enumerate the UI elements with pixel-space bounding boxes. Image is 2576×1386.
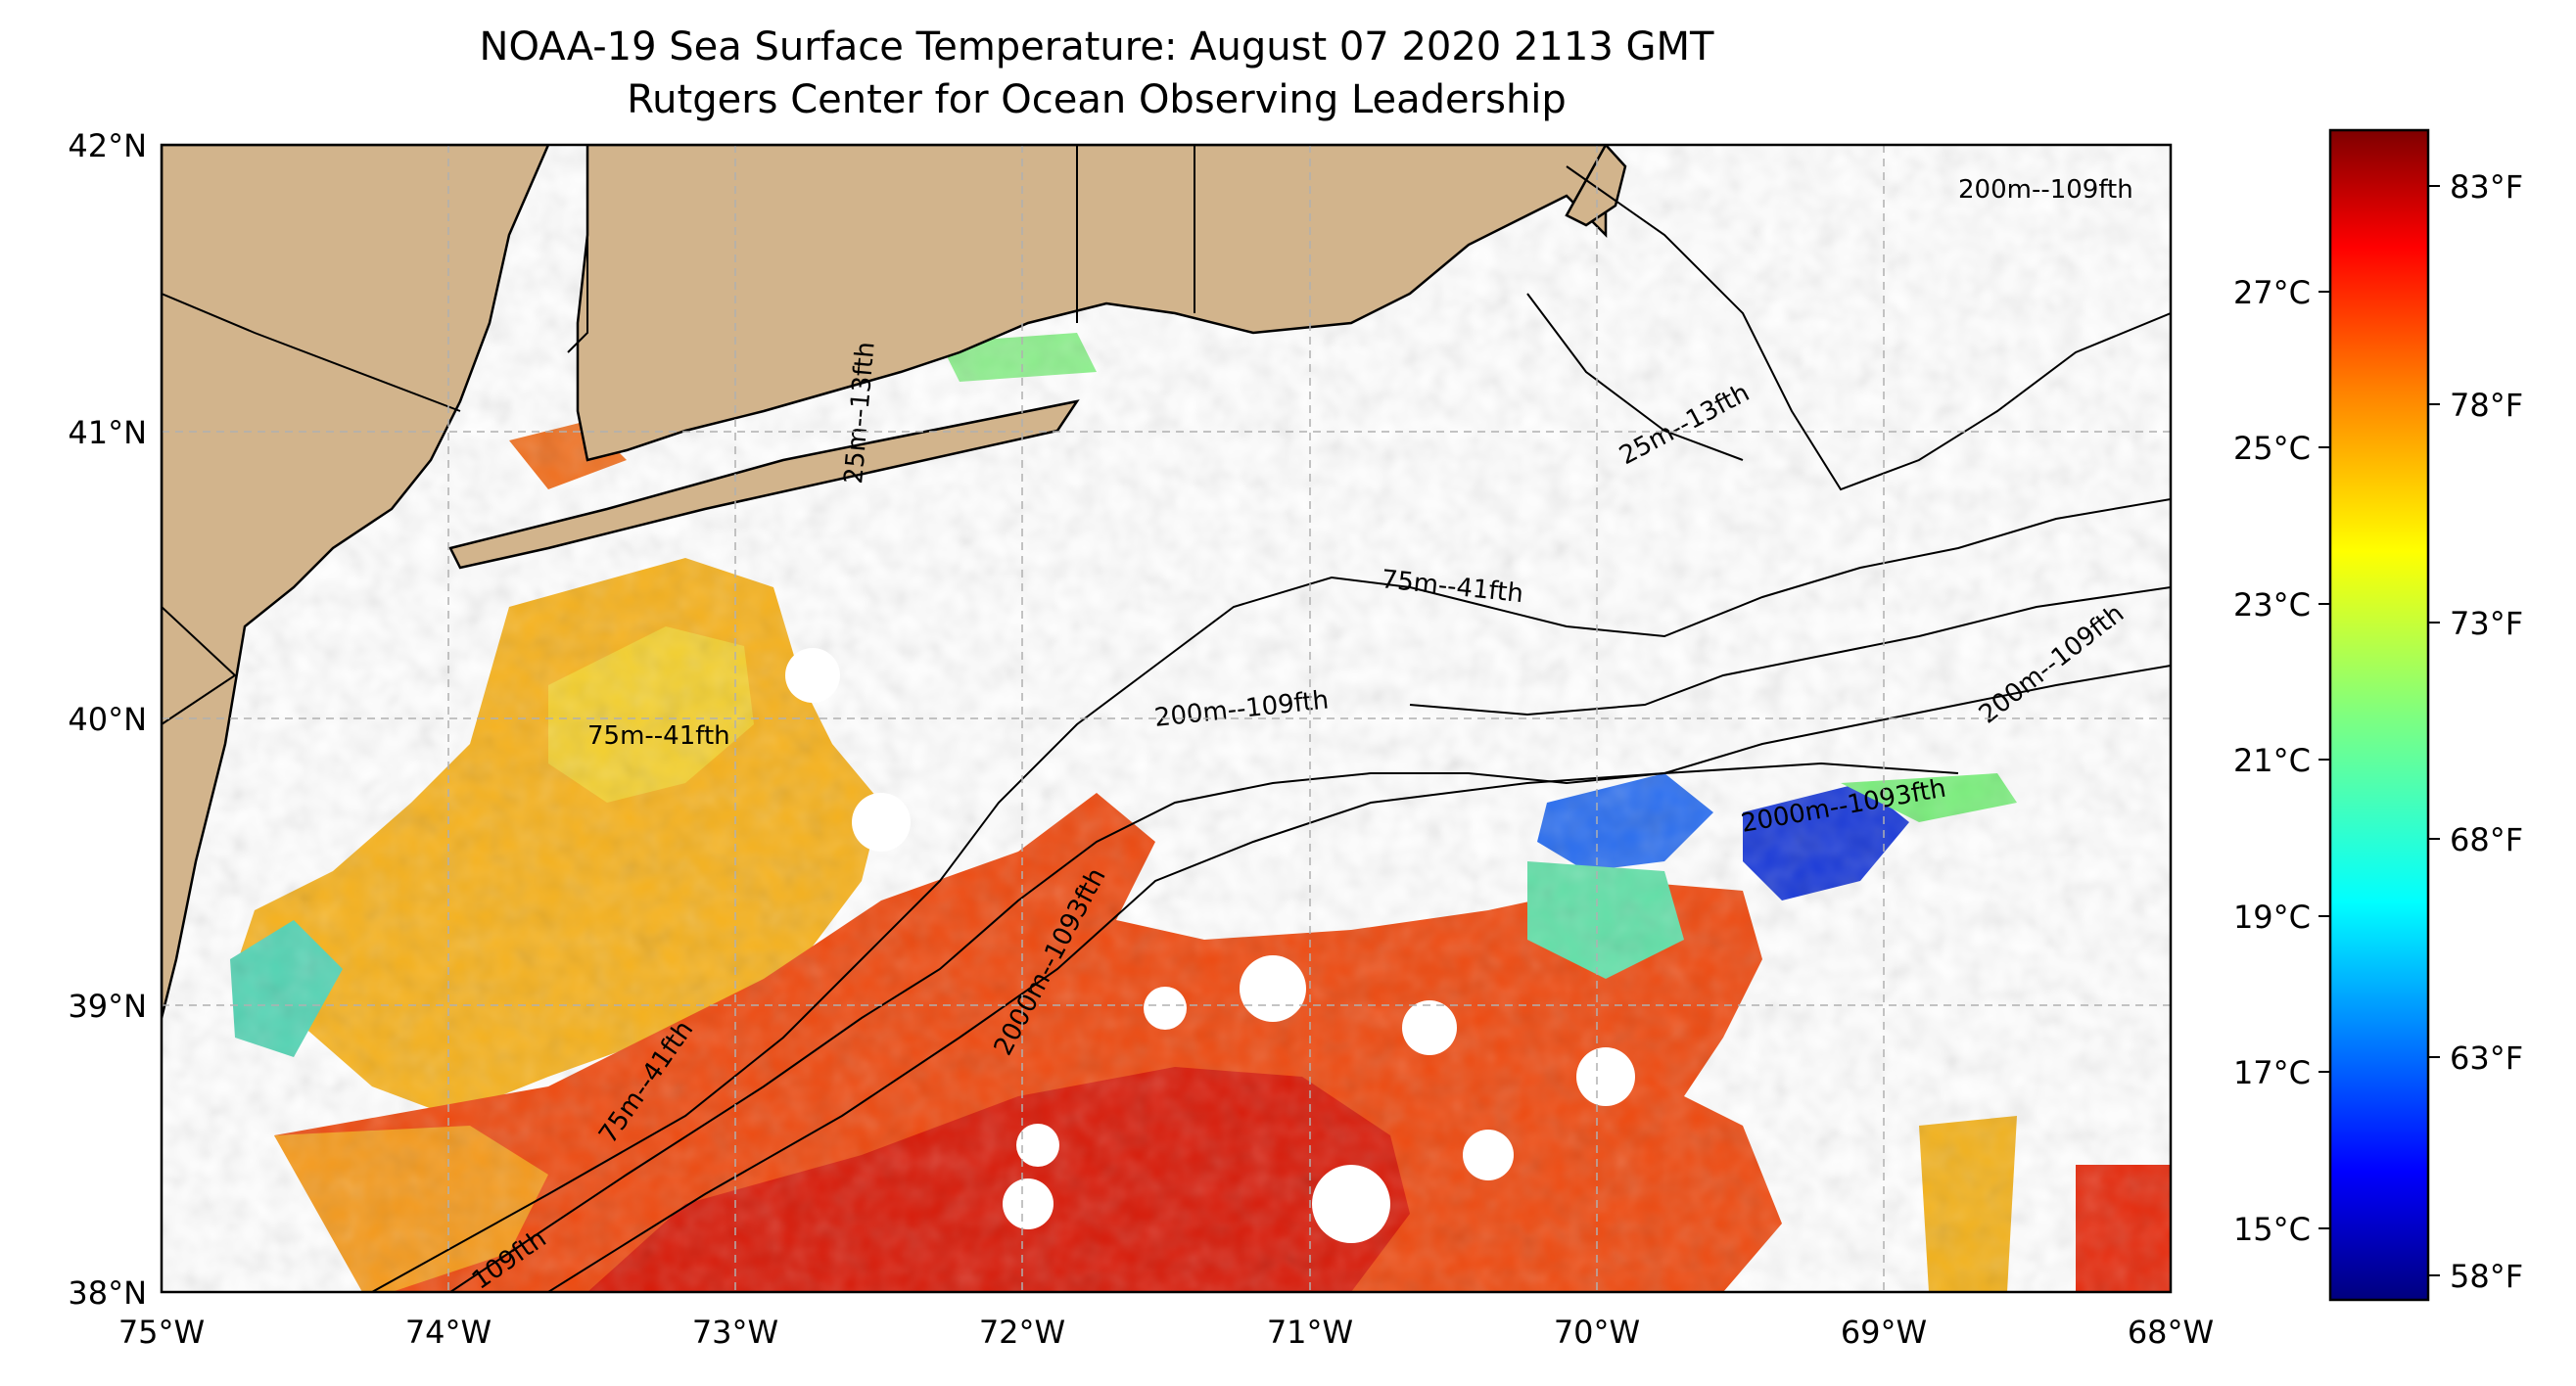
latitude-labels: 42°N 41°N 40°N 39°N 38°N: [68, 127, 147, 1312]
land-long-island: [448, 399, 1080, 570]
longitude-labels: 75°W 74°W 73°W 72°W 71°W 70°W 69°W 68°W: [118, 1314, 2214, 1351]
colorbar-f-label: 63°F: [2450, 1040, 2523, 1077]
colorbar-f-label: 83°F: [2450, 168, 2523, 206]
lon-label: 75°W: [118, 1314, 205, 1351]
colorbar-c-label: 23°C: [2233, 586, 2311, 624]
colorbar-c-label: 25°C: [2233, 430, 2311, 467]
land: [162, 145, 1627, 1019]
map-frame: [160, 143, 2173, 1294]
lon-label: 72°W: [979, 1314, 1065, 1351]
lon-label: 74°W: [405, 1314, 492, 1351]
isobath-label: 200m--109fth: [1958, 175, 2133, 205]
lat-label: 40°N: [68, 701, 147, 738]
colorbar-f-label: 78°F: [2450, 387, 2523, 424]
colorbar-f-label: 68°F: [2450, 821, 2523, 858]
land-cape-cod: [1565, 145, 1627, 227]
gridlines: [162, 145, 2171, 1292]
colorbar-c-label: 19°C: [2233, 899, 2311, 936]
colorbar-f-label: 58°F: [2450, 1258, 2523, 1295]
state-borders: [162, 145, 1195, 725]
lon-label: 68°W: [2128, 1314, 2214, 1351]
land-new-england: [576, 145, 1608, 462]
colorbar-c-label: 17°C: [2233, 1054, 2311, 1091]
colorbar-c-label: 21°C: [2233, 742, 2311, 779]
colorbar-celsius-labels: [2318, 291, 2330, 1229]
lat-label: 38°N: [68, 1274, 147, 1312]
colorbar-f-label: 73°F: [2450, 605, 2523, 642]
isobaths: [371, 165, 2171, 1292]
lon-label: 73°W: [692, 1314, 778, 1351]
colorbar-c-label: 27°C: [2233, 274, 2311, 311]
colorbar-c-label: 15°C: [2233, 1211, 2311, 1248]
lon-label: 71°W: [1267, 1314, 1353, 1351]
map-subtitle: Rutgers Center for Ocean Observing Leade…: [627, 77, 1567, 122]
map-title: NOAA-19 Sea Surface Temperature: August …: [479, 24, 1714, 69]
lat-label: 41°N: [68, 414, 147, 451]
colorbar: [2328, 128, 2430, 1302]
lon-label: 69°W: [1841, 1314, 1927, 1351]
land-new-jersey-pa: [162, 145, 550, 1019]
lon-label: 70°W: [1554, 1314, 1640, 1351]
lat-label: 39°N: [68, 988, 147, 1025]
lat-label: 42°N: [68, 127, 147, 164]
isobath-label: 75m--41fth: [587, 721, 730, 751]
